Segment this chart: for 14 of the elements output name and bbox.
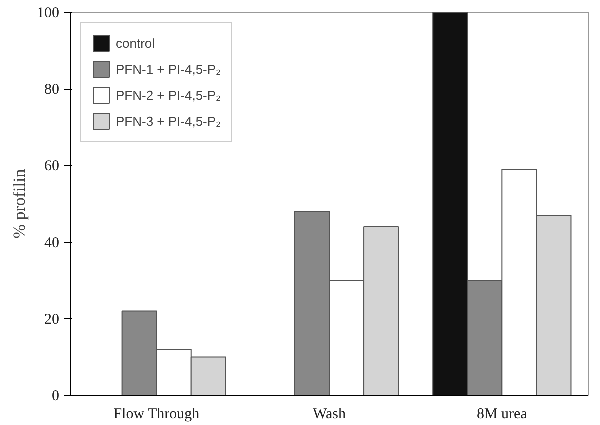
y-tick-label: 40 bbox=[44, 235, 60, 252]
y-tick-label: 60 bbox=[44, 158, 60, 175]
y-tick-label: 0 bbox=[52, 388, 60, 404]
legend-label: PFN-3 + PI-4,5-P₂ bbox=[116, 114, 222, 128]
y-tick-label: 80 bbox=[44, 82, 60, 98]
y-tick-label: 100 bbox=[37, 6, 60, 22]
x-tick-label: 8M urea bbox=[476, 406, 528, 422]
y-tick-label: 20 bbox=[44, 312, 60, 328]
legend-label: PFN-1 + PI-4,5-P₂ bbox=[116, 62, 222, 76]
legend-label: control bbox=[116, 36, 156, 50]
legend-label: PFN-2 + PI-4,5-P₂ bbox=[116, 88, 222, 102]
x-tick-label: Wash bbox=[313, 406, 346, 422]
y-axis-title: % profilin bbox=[10, 168, 29, 239]
x-tick-label: Flow Through bbox=[114, 406, 200, 422]
